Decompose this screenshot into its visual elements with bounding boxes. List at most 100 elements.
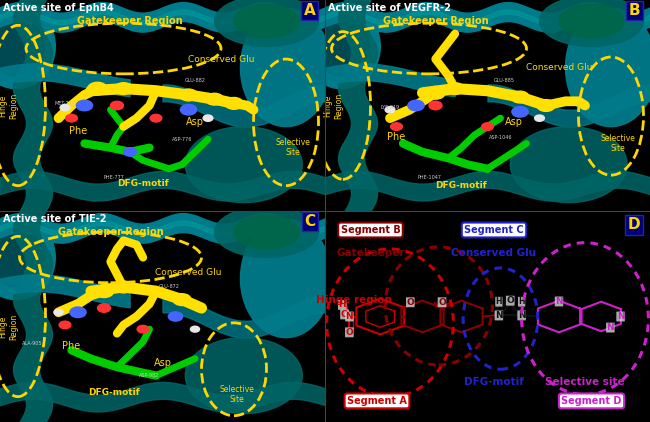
Polygon shape <box>540 0 644 46</box>
Text: O: O <box>506 296 514 305</box>
Polygon shape <box>0 215 55 300</box>
Text: Selective
Site: Selective Site <box>600 134 635 153</box>
Text: O: O <box>406 298 414 307</box>
Circle shape <box>54 309 63 315</box>
Circle shape <box>150 114 162 122</box>
Text: D: D <box>628 217 640 233</box>
Text: N: N <box>555 297 563 306</box>
Circle shape <box>537 100 555 111</box>
Text: Segment B: Segment B <box>341 225 400 235</box>
Text: ASP-776: ASP-776 <box>172 137 192 142</box>
Polygon shape <box>185 338 302 414</box>
Text: ALA-905: ALA-905 <box>22 341 43 346</box>
Circle shape <box>179 89 198 101</box>
Text: Hinge
Region: Hinge Region <box>0 92 18 119</box>
Text: Conserved Glu: Conserved Glu <box>452 248 536 258</box>
Circle shape <box>512 107 528 117</box>
Circle shape <box>60 104 70 111</box>
Circle shape <box>511 91 529 103</box>
Polygon shape <box>559 4 624 38</box>
Circle shape <box>225 97 243 109</box>
Circle shape <box>203 115 213 121</box>
Polygon shape <box>185 127 302 203</box>
Circle shape <box>98 304 111 312</box>
Text: N: N <box>518 311 525 320</box>
Text: Segment D: Segment D <box>562 396 621 406</box>
Text: Gatekeeper Region: Gatekeeper Region <box>383 16 488 26</box>
Circle shape <box>168 312 183 321</box>
Circle shape <box>94 285 114 298</box>
Text: N: N <box>606 323 614 332</box>
Text: H: H <box>339 300 346 309</box>
Text: O: O <box>346 328 353 337</box>
Text: Segment C: Segment C <box>464 225 524 235</box>
Text: Segment A: Segment A <box>347 396 407 406</box>
Circle shape <box>66 114 77 122</box>
Text: PHE-777: PHE-777 <box>103 175 124 180</box>
Text: Selective
Site: Selective Site <box>275 138 310 157</box>
Circle shape <box>391 123 402 130</box>
Text: Active site of VEGFR-2: Active site of VEGFR-2 <box>328 3 451 13</box>
Polygon shape <box>240 219 332 338</box>
Text: GLU-882: GLU-882 <box>185 78 205 83</box>
Text: LYS-919: LYS-919 <box>380 105 400 110</box>
Circle shape <box>385 106 395 113</box>
Text: DFG-motif: DFG-motif <box>464 377 524 387</box>
Circle shape <box>70 307 86 317</box>
Text: Active site of TIE-2: Active site of TIE-2 <box>3 214 107 224</box>
Text: N: N <box>617 312 625 321</box>
Polygon shape <box>234 215 299 249</box>
Text: Gatekeeper Region: Gatekeeper Region <box>77 16 183 26</box>
Circle shape <box>190 326 200 332</box>
Text: Selective
Site: Selective Site <box>220 385 255 404</box>
Circle shape <box>173 294 191 306</box>
Text: Hinge region: Hinge region <box>317 295 392 305</box>
Text: Hinge
Region: Hinge Region <box>0 314 18 340</box>
Text: PHE-1047: PHE-1047 <box>417 175 441 180</box>
Text: Asp: Asp <box>186 117 204 127</box>
Text: Conserved Glu: Conserved Glu <box>188 54 254 64</box>
Text: B: B <box>629 3 640 18</box>
Text: Phe: Phe <box>69 126 87 136</box>
Text: Active site of EphB4: Active site of EphB4 <box>3 3 114 13</box>
Text: Asp: Asp <box>153 358 172 368</box>
Text: DFG-motif: DFG-motif <box>88 388 140 397</box>
Text: Conserved Glu: Conserved Glu <box>155 268 222 277</box>
Text: C: C <box>304 214 315 229</box>
Text: MET-714: MET-714 <box>55 101 75 106</box>
Circle shape <box>88 82 107 95</box>
Text: DFG-motif: DFG-motif <box>436 181 488 190</box>
Text: N: N <box>495 311 502 320</box>
Polygon shape <box>510 127 627 203</box>
Polygon shape <box>0 4 55 89</box>
Circle shape <box>114 281 133 293</box>
Circle shape <box>124 148 136 156</box>
Polygon shape <box>214 0 318 46</box>
Circle shape <box>77 100 92 111</box>
Text: Phe: Phe <box>387 132 406 142</box>
Circle shape <box>426 87 445 99</box>
Circle shape <box>205 93 224 105</box>
Text: O: O <box>438 298 446 307</box>
Text: Conserved Glu: Conserved Glu <box>526 63 592 72</box>
Polygon shape <box>302 4 380 89</box>
Text: GLU-885: GLU-885 <box>493 78 514 83</box>
Circle shape <box>408 100 424 111</box>
Circle shape <box>114 83 133 95</box>
Text: ASP-1046: ASP-1046 <box>489 135 512 140</box>
Text: GLU-872: GLU-872 <box>159 284 179 289</box>
Text: Asp: Asp <box>504 117 523 127</box>
Circle shape <box>137 325 149 333</box>
Text: Selective site: Selective site <box>545 377 625 387</box>
Text: H: H <box>495 297 502 306</box>
Text: H: H <box>519 297 525 306</box>
Polygon shape <box>240 8 332 127</box>
Polygon shape <box>566 8 650 127</box>
Circle shape <box>59 321 71 329</box>
Text: A: A <box>304 3 315 18</box>
Text: DFG-motif: DFG-motif <box>117 179 169 188</box>
Text: Hinge
Region: Hinge Region <box>324 92 343 119</box>
Text: O: O <box>341 310 348 319</box>
Circle shape <box>534 115 545 121</box>
Text: Gatekeeper: Gatekeeper <box>336 248 405 258</box>
